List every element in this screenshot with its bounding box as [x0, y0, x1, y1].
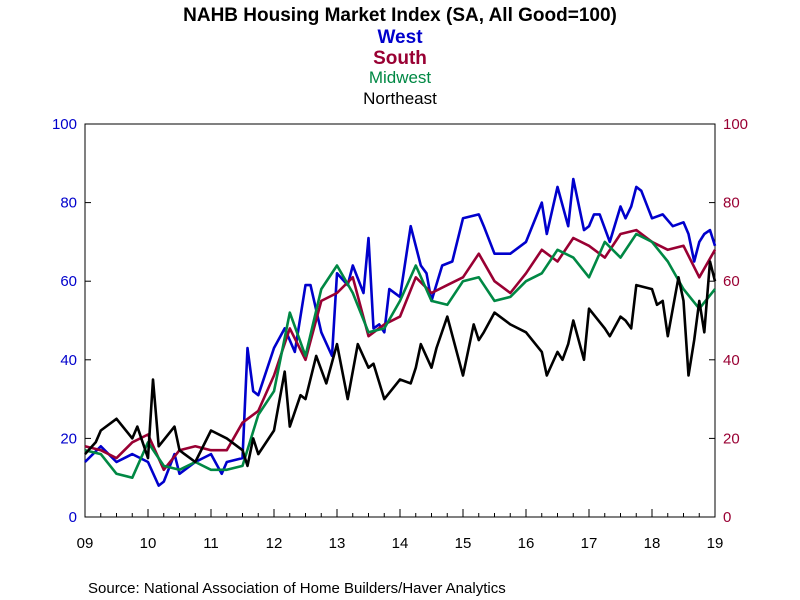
x-tick-label: 16	[518, 535, 535, 552]
y-tick-label-left: 80	[60, 195, 77, 212]
x-axis: 09 10 11 12 13 14 15 16 17 18 19	[77, 509, 724, 552]
y-tick-label-right: 60	[723, 273, 740, 290]
x-tick-label: 15	[455, 535, 472, 552]
left-axis: 0 20 40 60 80 100	[52, 116, 91, 526]
x-tick-label: 14	[392, 535, 409, 552]
x-tick-label: 11	[203, 535, 219, 552]
legend-west: West	[377, 27, 423, 48]
y-tick-label-left: 0	[69, 509, 77, 526]
x-tick-label: 09	[77, 535, 94, 552]
series-line-northeast	[84, 260, 717, 468]
series-line-south	[84, 228, 717, 472]
x-tick-label: 18	[644, 535, 661, 552]
y-tick-label-right: 80	[723, 195, 740, 212]
x-tick-label: 19	[707, 535, 724, 552]
y-tick-label-left: 60	[60, 273, 77, 290]
legend-south: South	[373, 48, 427, 69]
x-tick-label: 17	[581, 535, 598, 552]
y-tick-label-right: 100	[723, 116, 748, 133]
right-axis: 0 20 40 60 80 100	[709, 116, 748, 526]
y-tick-label-left: 100	[52, 116, 77, 133]
y-tick-label-left: 40	[60, 352, 77, 369]
x-tick-label: 13	[329, 535, 346, 552]
source-note: Source: National Association of Home Bui…	[88, 580, 506, 597]
plot-area	[84, 123, 716, 518]
y-tick-label-right: 20	[723, 430, 740, 447]
x-tick-label: 12	[266, 535, 283, 552]
x-tick-label: 10	[140, 535, 157, 552]
series-line-west	[84, 177, 717, 487]
series-group	[84, 177, 717, 487]
legend-midwest: Midwest	[369, 68, 432, 87]
y-tick-label-right: 40	[723, 352, 740, 369]
y-tick-label-left: 20	[60, 430, 77, 447]
chart-title: NAHB Housing Market Index (SA, All Good=…	[183, 5, 617, 26]
legend-northeast: Northeast	[363, 89, 437, 108]
y-tick-label-right: 0	[723, 509, 731, 526]
series-line-midwest	[84, 232, 717, 480]
